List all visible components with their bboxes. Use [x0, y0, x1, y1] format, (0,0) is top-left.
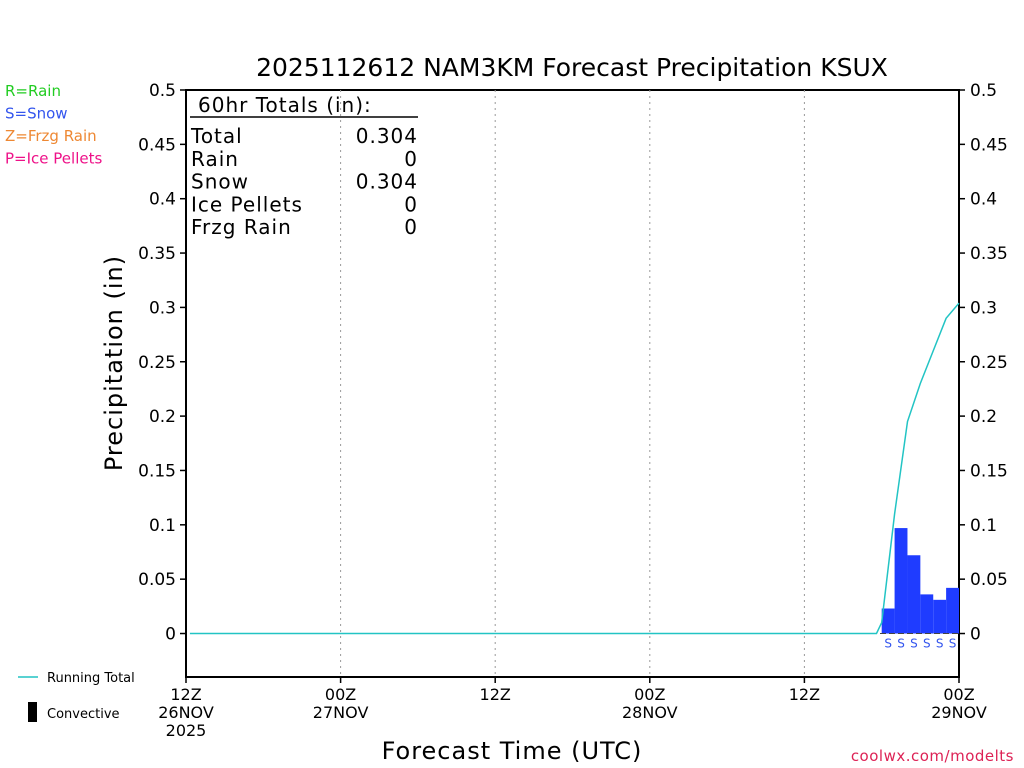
y-tick-label-left: 0.35: [138, 244, 176, 264]
y-tick-label-left: 0.1: [149, 516, 176, 536]
y-tick-label-right: 0.35: [970, 244, 1008, 264]
x-tick-label: 27NOV: [313, 703, 369, 722]
y-tick-label-right: 0.1: [970, 516, 997, 536]
y-tick-label-right: 0.05: [970, 570, 1008, 590]
y-tick-label-left: 0.15: [138, 461, 176, 481]
totals-label-total: Total: [190, 124, 243, 148]
totals-header: 60hr Totals (in):: [198, 93, 372, 117]
y-tick-label-right: 0.45: [970, 135, 1008, 155]
y-axis-left: 0 0.05 0.1 0.15 0.2 0.25 0.3 0.35 0.4 0.45 0.5: [138, 81, 186, 645]
legend-type-rain: R=Rain: [5, 82, 61, 100]
totals-label-snow: Snow: [191, 170, 249, 194]
snow-bar: [881, 608, 895, 634]
ptype-marker: S: [884, 637, 892, 651]
x-axis-title: Forecast Time (UTC): [382, 737, 643, 765]
ptype-marker: S: [936, 637, 944, 651]
running-total-layer: [189, 302, 960, 635]
convective-legend-swatch: [28, 702, 37, 722]
y-tick-label-right: 0.25: [970, 353, 1008, 373]
y-axis-right: 0 0.05 0.1 0.15 0.2 0.25 0.3 0.35 0.4 0.45 0.5: [959, 81, 1008, 645]
grid-lines: [340, 90, 805, 677]
chart-title: 2025112612 NAM3KM Forecast Precipitation…: [256, 53, 888, 82]
x-tick-label: 00Z: [943, 685, 974, 704]
plot-frame: [185, 89, 960, 678]
y-tick-label-left: 0.45: [138, 135, 176, 155]
x-tick-label: 00Z: [325, 685, 356, 704]
ptype-marker: S: [923, 637, 931, 651]
snow-bar: [920, 594, 934, 634]
y-tick-label-right: 0.4: [970, 190, 997, 210]
y-tick-label-left: 0: [165, 625, 176, 645]
ptype-marker: S: [949, 637, 957, 651]
totals-box: 60hr Totals (in): Total 0.304 Rain 0 Snow 0.3…: [190, 93, 418, 239]
totals-value-ice-pellets: 0: [404, 192, 418, 216]
x-tick-label: 29NOV: [931, 703, 987, 722]
convective-legend-label: Convective: [47, 707, 120, 722]
y-axis-title: Precipitation (in): [100, 255, 128, 471]
x-tick-label: 12Z: [170, 685, 201, 704]
x-tick-label: 12Z: [480, 685, 511, 704]
y-tick-label-right: 0.2: [970, 407, 997, 427]
site-credit: coolwx.com/modelts: [851, 747, 1014, 765]
snow-bar: [946, 587, 959, 634]
y-tick-label-right: 0.15: [970, 461, 1008, 481]
y-tick-label-left: 0.3: [149, 298, 176, 318]
totals-value-total: 0.304: [356, 124, 418, 148]
y-tick-label-right: 0.3: [970, 298, 997, 318]
x-tick-label: 2025: [166, 721, 207, 740]
snow-bars: [196, 528, 959, 635]
running-total-line: [189, 302, 960, 635]
totals-value-frzg-rain: 0: [404, 215, 418, 239]
ptype-marker: S: [897, 637, 905, 651]
totals-label-rain: Rain: [191, 147, 239, 171]
legend-type-frzg-rain: Z=Frzg Rain: [5, 127, 97, 145]
running-total-legend-label: Running Total: [47, 671, 135, 686]
snow-bar: [933, 599, 947, 634]
y-tick-label-left: 0.2: [149, 407, 176, 427]
y-tick-label-left: 0.25: [138, 353, 176, 373]
y-tick-label-left: 0.5: [149, 81, 176, 101]
x-tick-label: 28NOV: [622, 703, 678, 722]
y-tick-label-left: 0.05: [138, 570, 176, 590]
snow-bar: [894, 528, 908, 634]
y-tick-label-left: 0.4: [149, 190, 176, 210]
precip-type-legend: R=Rain S=Snow Z=Frzg Rain P=Ice Pellets: [5, 82, 102, 168]
y-tick-label-right: 0.5: [970, 81, 997, 101]
totals-value-snow: 0.304: [356, 170, 418, 194]
x-tick-label: 00Z: [634, 685, 665, 704]
legend-type-snow: S=Snow: [5, 105, 68, 123]
totals-value-rain: 0: [404, 147, 418, 171]
snow-bar: [907, 555, 921, 634]
x-tick-label: 26NOV: [158, 703, 214, 722]
totals-label-ice-pellets: Ice Pellets: [191, 192, 303, 216]
totals-label-frzg-rain: Frzg Rain: [191, 215, 292, 239]
ptype-marker: S: [910, 637, 918, 651]
x-tick-label: 12Z: [789, 685, 820, 704]
legend-type-ice-pellets: P=Ice Pellets: [5, 150, 102, 168]
y-tick-label-right: 0: [970, 625, 981, 645]
